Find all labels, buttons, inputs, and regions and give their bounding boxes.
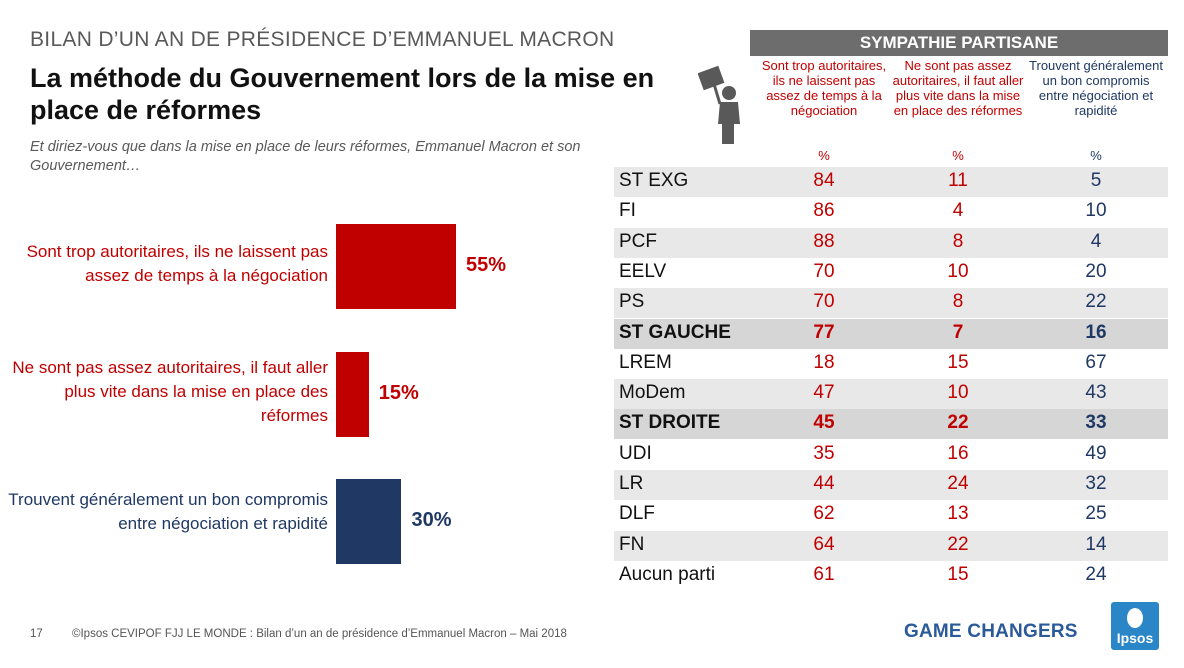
tagline: GAME CHANGERS [904,621,1078,642]
table-row: FI 86 4 10 [614,197,1168,227]
party-name: EELV [619,260,667,282]
table-cell: 10 [1085,200,1107,222]
table-cell: 8 [952,230,964,252]
table-cell: 16 [1085,321,1107,343]
party-name: FI [619,200,636,222]
table-column-unit: % [818,148,830,163]
table-row: MoDem 47 10 43 [614,379,1168,410]
table-cell: 10 [947,382,969,404]
table-cell: 88 [813,230,835,252]
table-row: FN 64 22 14 [614,530,1168,561]
table-column-unit: % [952,148,964,163]
table-row: PS 70 8 22 [614,288,1168,319]
table-cell: 4 [952,200,964,222]
table-cell: 43 [1085,382,1107,404]
table-cell: 49 [1085,442,1107,464]
table-row: DLF 62 13 25 [614,500,1168,530]
table-cell: 86 [813,200,835,222]
party-name: DLF [619,503,655,525]
ipsos-logo: Ipsos [1111,602,1159,650]
table-cell: 35 [813,442,835,464]
table-row: EELV 70 10 20 [614,258,1168,288]
table-cell: 15 [947,351,969,373]
table-cell: 7 [952,321,964,343]
table-cell: 15 [947,563,969,585]
table-cell: 24 [1085,563,1107,585]
bar-value-label: 15% [378,381,419,404]
party-name: LR [619,473,644,494]
party-name: PCF [619,230,657,252]
table-row: ST EXG 84 11 5 [614,167,1168,197]
bar-category-label: Ne sont pas assez autoritaires, il faut … [12,358,328,425]
table-cell: 33 [1085,412,1107,434]
party-name: ST GAUCHE [619,321,731,343]
table-cell: 70 [813,291,835,313]
table-column-header: Trouvent généralement un bon compromis e… [1029,58,1163,118]
bar-value-label: 55% [466,253,507,276]
footer: 17 ©Ipsos CEVIPOF FJJ LE MONDE : Bilan d… [30,628,567,640]
party-name: MoDem [619,382,686,404]
table-cell: 14 [1085,533,1107,555]
table-cell: 67 [1085,351,1107,373]
table-cell: 22 [1085,291,1107,313]
table-cell: 16 [947,442,969,464]
page-number: 17 [30,628,43,640]
table-cell: 5 [1090,170,1102,191]
bar-category-label: Trouvent généralement un bon compromis e… [8,490,328,533]
table-cell: 20 [1085,260,1107,282]
table-row: PCF 88 8 4 [614,227,1168,258]
party-name: Aucun parti [619,563,716,585]
table-cell: 70 [813,260,835,282]
table-cell: 62 [813,503,835,525]
bar [336,352,369,437]
bar [336,224,456,309]
bar-category-label: Sont trop autoritaires, ils ne laissent … [26,242,328,285]
table-cell: 11 [948,170,968,191]
party-name: ST EXG [619,170,689,191]
table-row: LREM 18 15 67 [614,349,1168,379]
table-column-header: Sont trop autoritaires, ils ne laissent … [761,58,887,118]
table-row: ST GAUCHE 77 7 16 [614,318,1168,349]
table-cell: 77 [813,321,835,343]
table-cell: 32 [1085,473,1107,494]
protester-sign-icon [698,65,740,144]
table-cell: 8 [952,291,964,313]
table-cell: 13 [947,503,969,525]
table-cell: 64 [813,533,835,555]
party-name: UDI [619,442,652,464]
page-title: La méthode du Gouvernement lors de la mi… [30,63,655,125]
table-band-title: SYMPATHIE PARTISANE [750,30,1168,56]
source-note: ©Ipsos CEVIPOF FJJ LE MONDE : Bilan d’un… [72,628,567,640]
party-name: LREM [619,351,672,373]
table-column-header: Ne sont pas assez autoritaires, il faut … [892,58,1024,118]
table-cell: 4 [1090,230,1102,252]
table-cell: 22 [947,533,969,555]
table-cell: 18 [813,351,835,373]
bar [336,479,402,564]
table-cell: 24 [947,473,969,494]
table-row: ST DROITE 45 22 33 [614,409,1168,440]
party-name: FN [619,533,645,555]
table-cell: 47 [813,382,835,404]
table-cell: 22 [947,412,969,434]
table-cell: 45 [813,412,835,434]
party-name: PS [619,291,645,313]
table-row: Aucun parti 61 15 24 [614,561,1168,591]
question-text: Et diriez-vous que dans la mise en place… [30,139,581,174]
table-column-unit: % [1090,148,1102,163]
table-row: UDI 35 16 49 [614,440,1168,470]
table-row: LR 44 24 32 [614,470,1168,500]
bar-value-label: 30% [411,508,452,531]
table-cell: 61 [813,563,835,585]
supertitle: BILAN D’UN AN DE PRÉSIDENCE D’EMMANUEL M… [30,28,615,51]
table-cell: 25 [1085,503,1107,525]
table-cell: 44 [813,473,835,494]
table-cell: 10 [947,260,969,282]
party-name: ST DROITE [619,412,721,434]
table-cell: 84 [813,170,835,191]
